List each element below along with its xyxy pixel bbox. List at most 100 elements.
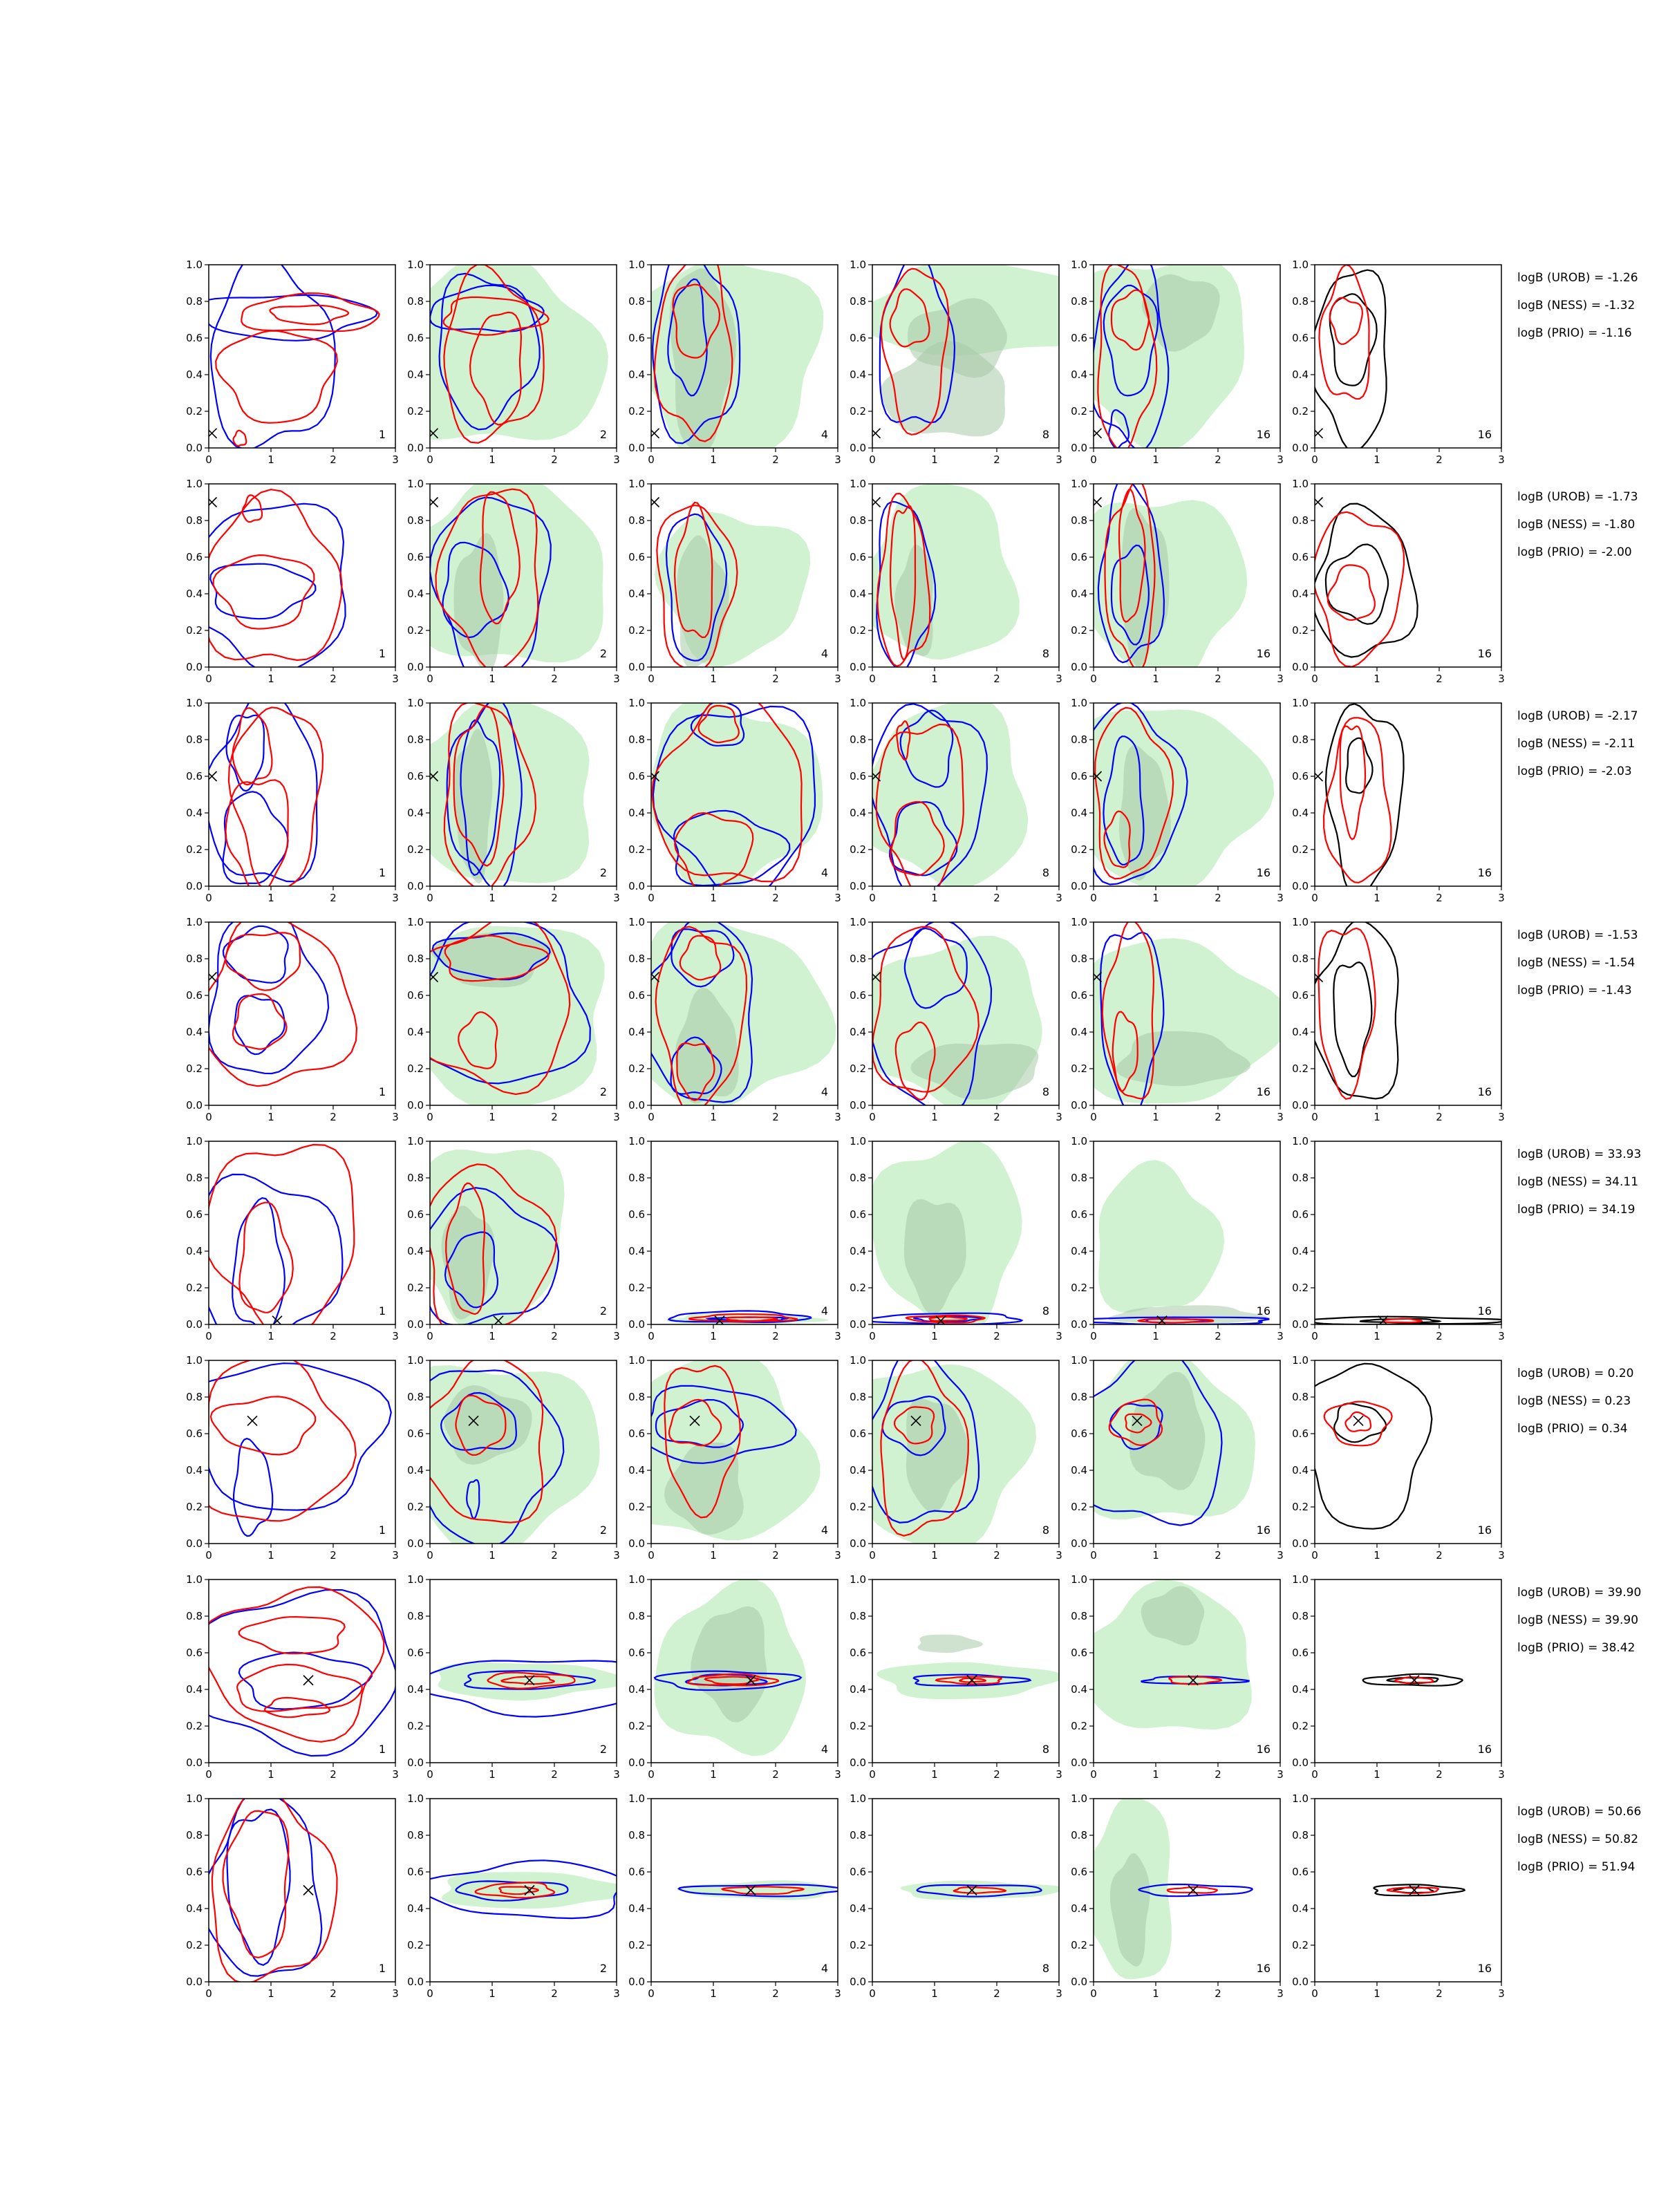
x-tick-label: 0 [427, 453, 433, 466]
x-tick-label: 1 [489, 1768, 496, 1781]
y-tick-label: 1.0 [186, 916, 203, 928]
ness-contour [442, 296, 550, 336]
x-tick-label: 0 [648, 1111, 655, 1123]
y-tick-label: 0.4 [850, 1683, 866, 1696]
x-tick-label: 2 [772, 673, 779, 685]
y-tick-label: 0.4 [186, 1026, 203, 1038]
panel-contours [1315, 265, 1387, 448]
urob-contour [655, 1398, 744, 1448]
logb-annotations-row-2: logB (UROB) = -1.73 logB (NESS) = -1.80 lo… [1517, 490, 1638, 559]
panel-contours [1315, 496, 1418, 667]
x-tick-label: 3 [834, 1549, 841, 1562]
x-tick-label: 3 [392, 892, 399, 904]
y-tick-label: 0.0 [1071, 1976, 1087, 1988]
x-tick-label: 1 [268, 1987, 274, 2000]
y-tick-label: 0.6 [186, 1866, 203, 1878]
x-tick-label: 2 [551, 1549, 558, 1562]
y-tick-label: 0.6 [186, 551, 203, 563]
logb-label: logB (UROB) = -1.73 [1517, 490, 1638, 504]
logb-annotations-row-8: logB (UROB) = 50.66 logB (NESS) = 50.82 lo… [1517, 1805, 1641, 1874]
panel-contours [872, 703, 1029, 886]
y-tick-label: 0.8 [628, 1610, 645, 1622]
panel-contours [209, 703, 324, 886]
urob-contour [430, 1187, 560, 1324]
x-tick-label: 1 [931, 673, 938, 685]
density-fill-region [877, 1662, 1059, 1700]
y-tick-label: 1.0 [628, 697, 645, 709]
x-tick-label: 1 [489, 673, 496, 685]
x-tick-label: 0 [869, 1768, 876, 1781]
ness-contour [656, 504, 738, 667]
ness-contour [453, 705, 505, 867]
x-tick-label: 1 [710, 1549, 717, 1562]
y-tick-label: 0.2 [186, 1282, 203, 1294]
y-tick-label: 1.0 [850, 478, 866, 490]
y-tick-label: 1.0 [186, 1354, 203, 1367]
y-tick-label: 0.2 [407, 1062, 424, 1075]
panel-sample-label: 4 [821, 1743, 828, 1756]
true-value-marker [1353, 1415, 1364, 1427]
panel-sample-label: 16 [1478, 428, 1492, 441]
y-tick-label: 0.0 [1071, 1537, 1087, 1550]
true-value-marker [1315, 971, 1324, 983]
y-tick-label: 0.8 [850, 953, 866, 965]
x-tick-label: 0 [205, 892, 212, 904]
panel-contours [430, 1149, 565, 1324]
urob-contour [209, 294, 378, 341]
panel-r3-c5: 0 1 2 3 0.0 0.2 0.4 0.6 0.8 1.0 16 [1071, 697, 1284, 904]
x-tick-label: 2 [551, 1768, 558, 1781]
y-tick-label: 0.8 [407, 1391, 424, 1403]
y-tick-label: 0.2 [1071, 1282, 1087, 1294]
logb-label: logB (UROB) = 39.90 [1517, 1586, 1641, 1600]
x-tick-label: 2 [551, 1111, 558, 1123]
panel-r8-c5: 0 1 2 3 0.0 0.2 0.4 0.6 0.8 1.0 16 [1071, 1792, 1284, 2000]
true-value-marker [1409, 1884, 1420, 1896]
x-tick-label: 2 [1436, 673, 1443, 685]
x-tick-label: 1 [710, 1330, 717, 1342]
true-value-marker [689, 1415, 700, 1427]
y-tick-label: 0.6 [1292, 551, 1309, 563]
logb-label: logB (NESS) = 34.11 [1517, 1175, 1638, 1189]
ness-contour [1386, 1886, 1440, 1895]
y-tick-label: 0.0 [1292, 661, 1309, 673]
ness-contour [241, 292, 380, 332]
ness-contour [443, 703, 537, 886]
x-tick-label: 0 [205, 1111, 212, 1123]
y-tick-label: 0.4 [1071, 368, 1087, 381]
urob-contour [912, 1315, 982, 1323]
y-tick-label: 1.0 [850, 1792, 866, 1805]
prio-contour [1315, 922, 1399, 1100]
y-tick-label: 1.0 [1292, 259, 1309, 271]
x-tick-label: 1 [489, 1987, 496, 2000]
urob-contour [690, 703, 745, 747]
y-tick-label: 0.0 [628, 1099, 645, 1112]
ness-contour [894, 1021, 936, 1101]
y-tick-label: 0.8 [850, 514, 866, 527]
ness-contour [479, 491, 521, 625]
y-tick-label: 0.2 [1071, 1062, 1087, 1075]
x-tick-label: 3 [392, 1768, 399, 1781]
panel-sample-label: 16 [1257, 1524, 1271, 1537]
panel-r5-c5: 0 1 2 3 0.0 0.2 0.4 0.6 0.8 1.0 16 [1071, 1135, 1284, 1342]
panel-contours [1373, 1884, 1466, 1897]
y-tick-label: 1.0 [1292, 697, 1309, 709]
x-tick-label: 0 [427, 673, 433, 685]
y-tick-label: 0.0 [186, 1318, 203, 1331]
urob-contour [209, 265, 336, 448]
panel-frame [1093, 264, 1281, 449]
y-tick-label: 0.8 [407, 1829, 424, 1841]
true-value-marker [872, 971, 881, 983]
ness-contour [889, 505, 917, 661]
panel-r7-c3: 0 1 2 3 0.0 0.2 0.4 0.6 0.8 1.0 4 [628, 1573, 841, 1781]
y-tick-label: 0.0 [1292, 442, 1309, 454]
y-tick-label: 1.0 [407, 1573, 424, 1586]
urob-contour [903, 927, 968, 1009]
y-tick-label: 0.4 [186, 368, 203, 381]
y-tick-label: 0.6 [1292, 1427, 1309, 1440]
urob-contour [667, 278, 708, 397]
y-tick-label: 0.8 [186, 1172, 203, 1184]
true-value-marker [745, 1884, 756, 1896]
x-tick-label: 0 [1311, 1549, 1318, 1562]
y-tick-label: 1.0 [1071, 259, 1087, 271]
panel-frame [208, 921, 396, 1106]
